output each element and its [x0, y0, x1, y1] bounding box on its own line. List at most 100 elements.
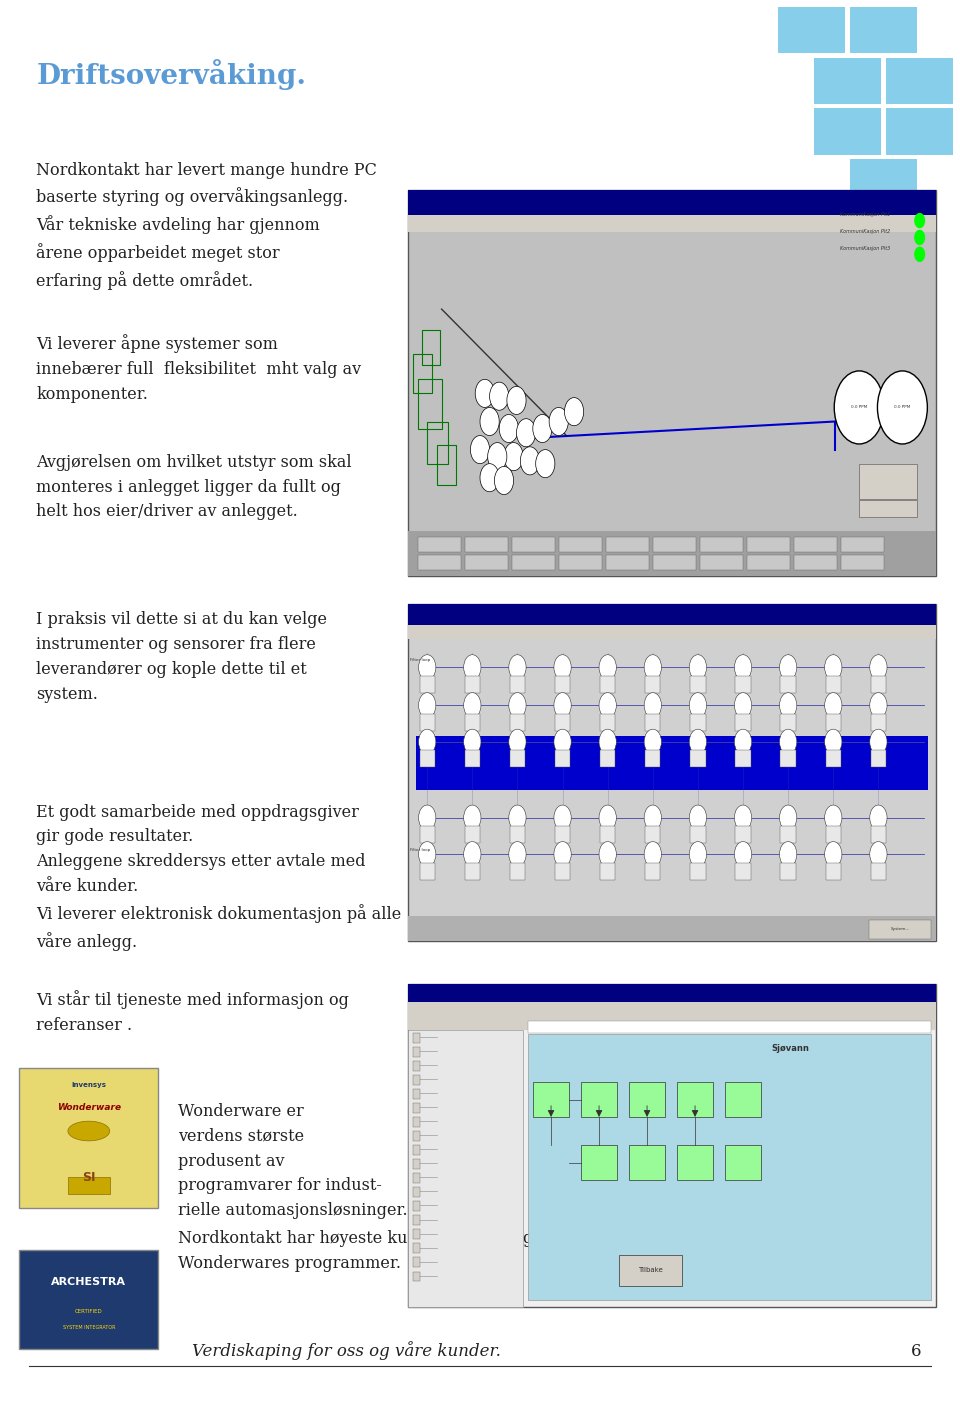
Bar [747, 555, 790, 570]
Bar [510, 863, 525, 880]
Bar [690, 676, 706, 693]
Bar [408, 1030, 523, 1307]
Bar [871, 676, 886, 693]
Circle shape [689, 655, 707, 680]
Bar [413, 1131, 420, 1141]
Circle shape [870, 655, 887, 680]
Circle shape [644, 693, 661, 718]
Circle shape [734, 693, 752, 718]
Circle shape [475, 379, 494, 407]
Bar [416, 736, 928, 790]
Bar [555, 714, 570, 731]
Bar [850, 7, 917, 53]
Circle shape [644, 842, 661, 867]
Circle shape [533, 414, 552, 443]
Bar [555, 750, 570, 767]
Bar [780, 826, 796, 843]
Bar [420, 676, 435, 693]
Circle shape [499, 414, 518, 443]
Bar [859, 464, 917, 499]
Circle shape [825, 842, 842, 867]
Bar [841, 555, 884, 570]
Circle shape [516, 419, 536, 447]
Bar [747, 537, 790, 552]
Bar [841, 537, 884, 552]
Bar [735, 750, 751, 767]
Circle shape [780, 842, 797, 867]
Circle shape [915, 230, 924, 244]
Bar [555, 863, 570, 880]
Circle shape [780, 729, 797, 754]
Circle shape [509, 729, 526, 754]
Bar [420, 750, 435, 767]
Bar [465, 863, 480, 880]
Bar [465, 537, 508, 552]
Text: Filter loop: Filter loop [410, 849, 430, 851]
Bar [420, 863, 435, 880]
Bar [871, 750, 886, 767]
Bar [533, 1082, 569, 1117]
Bar [408, 983, 936, 1307]
Circle shape [689, 805, 707, 830]
Text: 6: 6 [911, 1343, 922, 1360]
Bar [555, 826, 570, 843]
Bar [645, 714, 660, 731]
Bar [826, 676, 841, 693]
Bar [677, 1145, 713, 1180]
Bar [510, 826, 525, 843]
Bar [629, 1145, 665, 1180]
Text: 0.0 PPM: 0.0 PPM [852, 406, 867, 409]
Text: Avgjørelsen om hvilket utstyr som skal
monteres i anlegget ligger da fullt og
he: Avgjørelsen om hvilket utstyr som skal m… [36, 454, 352, 520]
Bar [413, 1229, 420, 1239]
Text: 0.0 PPM: 0.0 PPM [895, 406, 910, 409]
Circle shape [536, 450, 555, 478]
Bar [690, 863, 706, 880]
Circle shape [464, 693, 481, 718]
Circle shape [464, 655, 481, 680]
Circle shape [464, 805, 481, 830]
Circle shape [509, 655, 526, 680]
Circle shape [470, 436, 490, 464]
Bar [408, 190, 936, 215]
Circle shape [520, 447, 540, 475]
Bar [465, 714, 480, 731]
Text: Sjøvann: Sjøvann [771, 1044, 809, 1052]
Bar [794, 555, 837, 570]
Circle shape [488, 443, 507, 471]
Bar [19, 1068, 158, 1208]
Bar [814, 58, 881, 104]
Circle shape [734, 805, 752, 830]
Bar [528, 1034, 931, 1300]
Circle shape [599, 805, 616, 830]
Circle shape [644, 655, 661, 680]
Bar [850, 159, 917, 205]
Circle shape [464, 842, 481, 867]
Circle shape [419, 729, 436, 754]
Text: SYSTEM INTEGRATOR: SYSTEM INTEGRATOR [62, 1325, 115, 1329]
Bar [408, 916, 936, 941]
Bar [68, 1177, 109, 1194]
Bar [413, 1061, 420, 1071]
Bar [413, 1173, 420, 1183]
Circle shape [915, 247, 924, 261]
Bar [780, 863, 796, 880]
Text: invensys: invensys [71, 1082, 107, 1087]
Bar [871, 714, 886, 731]
Bar [437, 445, 456, 485]
Circle shape [689, 842, 707, 867]
Circle shape [509, 842, 526, 867]
Circle shape [825, 805, 842, 830]
Bar [735, 714, 751, 731]
Bar [413, 1145, 420, 1155]
Circle shape [734, 729, 752, 754]
Bar [871, 863, 886, 880]
Text: SI: SI [82, 1170, 96, 1184]
Circle shape [877, 371, 927, 444]
Bar [581, 1145, 617, 1180]
Bar [413, 1187, 420, 1197]
Bar [886, 108, 953, 155]
Text: Et godt samarbeide med oppdragsgiver
gir gode resultater.
Anleggene skreddersys : Et godt samarbeide med oppdragsgiver gir… [36, 804, 401, 951]
Circle shape [464, 729, 481, 754]
Circle shape [509, 693, 526, 718]
Bar [559, 555, 602, 570]
